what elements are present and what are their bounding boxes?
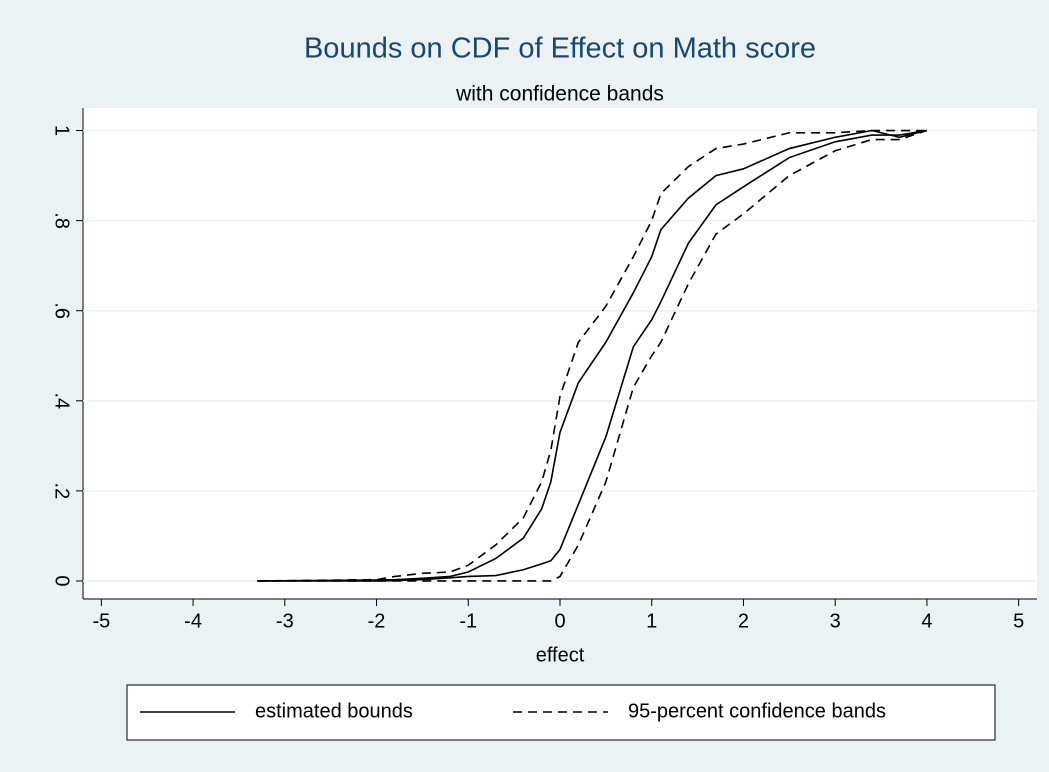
- x-tick-label: 2: [738, 610, 749, 632]
- series-line: [257, 129, 928, 582]
- plot-area: [83, 108, 1037, 599]
- y-tick-label: .4: [51, 392, 73, 409]
- x-tick-label: -4: [184, 610, 202, 632]
- series-line: [257, 129, 927, 582]
- x-tick-label: -3: [276, 610, 294, 632]
- y-tick-label: .6: [51, 302, 73, 319]
- y-tick-label: .2: [51, 483, 73, 500]
- x-tick-label: -1: [459, 610, 477, 632]
- x-tick-label: 3: [830, 610, 841, 632]
- y-tick-label: 0: [51, 575, 73, 586]
- x-axis-label: effect: [536, 644, 585, 666]
- series-line: [257, 129, 928, 582]
- chart-title: Bounds on CDF of Effect on Math score: [304, 33, 816, 65]
- x-tick-label: 5: [1013, 610, 1024, 632]
- chart-subtitle: with confidence bands: [455, 83, 664, 106]
- legend-label: 95-percent confidence bands: [628, 700, 886, 722]
- x-tick-label: 1: [646, 610, 657, 632]
- x-tick-label: 0: [554, 610, 565, 632]
- legend-label: estimated bounds: [255, 700, 413, 722]
- y-tick-label: .8: [51, 212, 73, 229]
- series-line: [257, 129, 928, 582]
- x-tick-label: 4: [921, 610, 932, 632]
- x-tick-label: -5: [92, 610, 110, 632]
- x-tick-label: -2: [368, 610, 386, 632]
- y-tick-label: 1: [51, 125, 73, 136]
